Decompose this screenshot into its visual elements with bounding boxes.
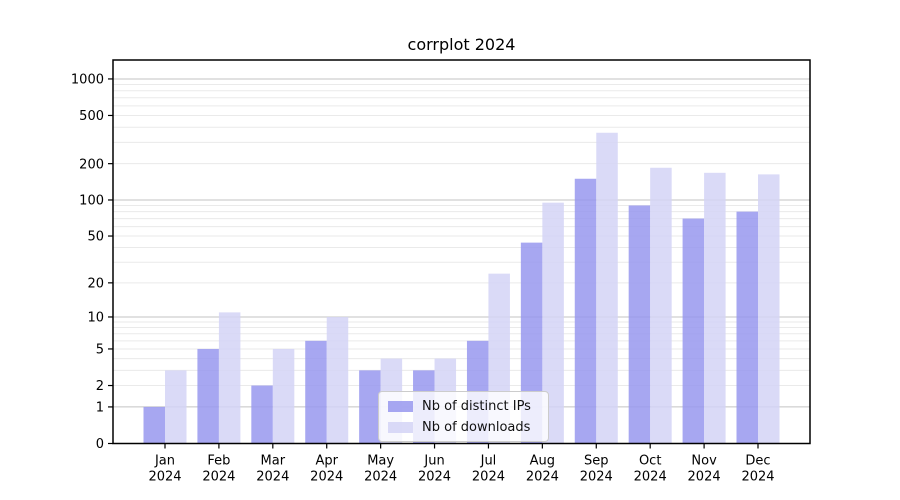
bar-nb-of-distinct-ips-may bbox=[359, 370, 381, 444]
y-tick-label: 200 bbox=[79, 157, 104, 172]
legend: Nb of distinct IPs Nb of downloads bbox=[378, 391, 549, 442]
legend-swatch-downloads bbox=[388, 421, 413, 433]
x-tick-label-year: 2024 bbox=[418, 470, 451, 485]
bar-nb-of-downloads-sep bbox=[596, 132, 618, 444]
y-tick-label: 5 bbox=[96, 343, 104, 358]
x-tick-label-month: Apr bbox=[315, 454, 338, 469]
x-tick-label-month: Jan bbox=[154, 454, 175, 469]
bar-nb-of-downloads-oct bbox=[650, 167, 672, 444]
x-tick-label-year: 2024 bbox=[256, 470, 289, 485]
y-tick-label: 1 bbox=[96, 401, 104, 416]
legend-item-downloads: Nb of downloads bbox=[388, 418, 540, 436]
x-tick-label-year: 2024 bbox=[526, 470, 559, 485]
y-tick-label: 500 bbox=[79, 109, 104, 124]
x-tick-label-month: Nov bbox=[691, 454, 717, 469]
bar-nb-of-distinct-ips-sep bbox=[574, 178, 597, 444]
x-tick-label-year: 2024 bbox=[580, 470, 613, 485]
axes-spines bbox=[112, 59, 811, 445]
bar-nb-of-downloads-aug bbox=[542, 202, 564, 444]
bar-nb-of-distinct-ips-oct bbox=[628, 205, 651, 444]
x-tick-label-year: 2024 bbox=[634, 470, 667, 485]
y-tick-label: 10 bbox=[87, 311, 104, 326]
chart-title: corrplot 2024 bbox=[407, 35, 516, 54]
legend-item-distinct-ips: Nb of distinct IPs bbox=[388, 397, 540, 415]
x-tick-label-month: Jun bbox=[423, 454, 444, 469]
bar-nb-of-downloads-jan bbox=[165, 370, 187, 444]
x-tick-label-year: 2024 bbox=[364, 470, 397, 485]
bar-nb-of-downloads-nov bbox=[704, 172, 726, 444]
bar-nb-of-downloads-feb bbox=[218, 312, 241, 444]
x-tick-label-month: Aug bbox=[530, 454, 555, 469]
x-tick-label-month: May bbox=[367, 454, 394, 469]
x-tick-label-year: 2024 bbox=[310, 470, 343, 485]
legend-label-downloads: Nb of downloads bbox=[422, 419, 531, 435]
bar-nb-of-distinct-ips-dec bbox=[736, 211, 758, 444]
x-tick-label-month: Feb bbox=[207, 454, 230, 469]
y-tick-label: 1000 bbox=[71, 73, 104, 88]
bar-nb-of-downloads-mar bbox=[272, 348, 295, 444]
x-tick-label-month: Sep bbox=[584, 454, 609, 469]
x-tick-label-month: Jul bbox=[480, 454, 497, 469]
bar-nb-of-downloads-dec bbox=[758, 174, 780, 444]
bar-nb-of-distinct-ips-mar bbox=[251, 385, 273, 444]
x-tick-label-year: 2024 bbox=[472, 470, 505, 485]
legend-label-distinct-ips: Nb of distinct IPs bbox=[422, 398, 531, 414]
y-tick-label: 2 bbox=[96, 379, 104, 394]
bar-nb-of-distinct-ips-jan bbox=[143, 406, 165, 444]
bar-nb-of-downloads-apr bbox=[326, 316, 349, 444]
y-tick-label: 0 bbox=[96, 437, 104, 452]
x-tick-label-month: Mar bbox=[261, 454, 286, 469]
bar-nb-of-distinct-ips-apr bbox=[305, 340, 327, 444]
x-tick-label-month: Oct bbox=[639, 454, 661, 469]
y-tick-label: 20 bbox=[87, 277, 104, 292]
y-tick-label: 50 bbox=[87, 230, 104, 245]
legend-swatch-distinct-ips bbox=[388, 400, 413, 412]
bar-nb-of-distinct-ips-nov bbox=[682, 218, 705, 444]
bar-nb-of-distinct-ips-feb bbox=[197, 348, 219, 444]
x-tick-label-year: 2024 bbox=[202, 470, 235, 485]
x-tick-label-year: 2024 bbox=[688, 470, 721, 485]
x-tick-label-month: Dec bbox=[745, 454, 770, 469]
x-tick-label-year: 2024 bbox=[741, 470, 774, 485]
x-tick-label-year: 2024 bbox=[148, 470, 181, 485]
y-tick-label: 100 bbox=[79, 194, 104, 209]
